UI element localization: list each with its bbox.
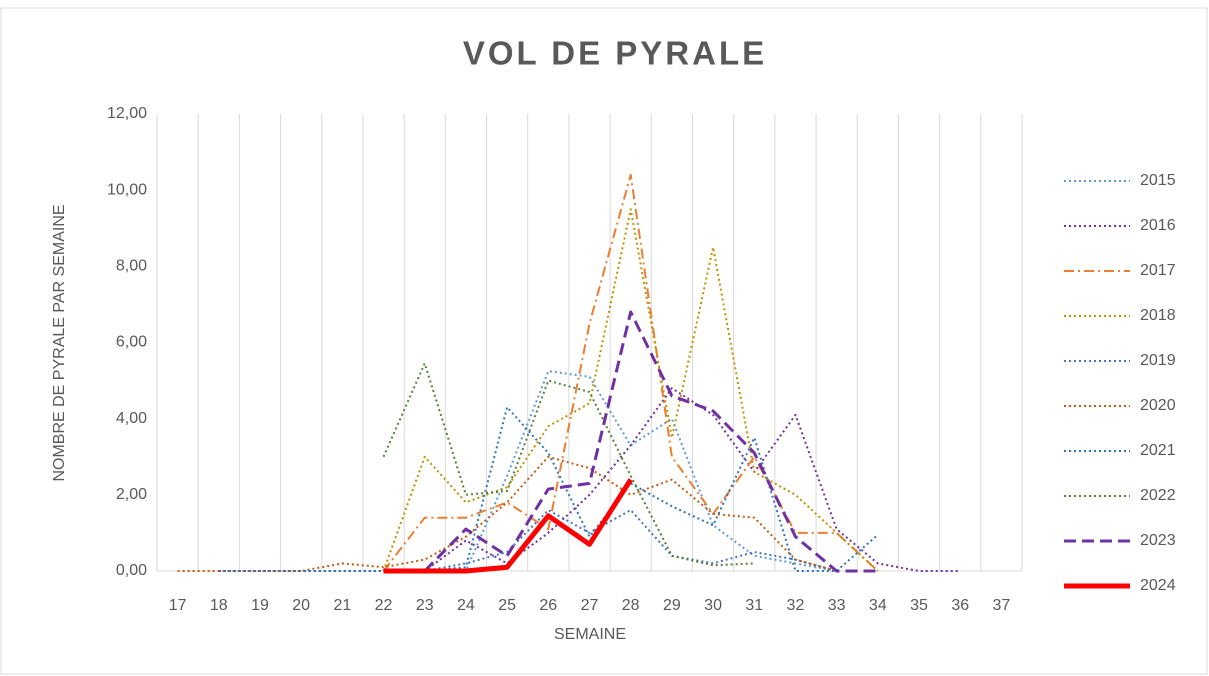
x-tick-label: 35	[910, 597, 928, 614]
x-tick-label: 32	[787, 597, 805, 614]
y-axis-title: NOMBRE DE PYRALE PAR SEMAINE	[51, 204, 68, 481]
x-tick-label: 31	[745, 597, 763, 614]
legend-label: 2020	[1140, 397, 1176, 414]
legend-label: 2022	[1140, 487, 1176, 504]
series-line	[382, 173, 879, 572]
legend-label: 2015	[1140, 172, 1176, 189]
series-line	[382, 208, 879, 572]
x-tick-label: 25	[498, 597, 516, 614]
y-tick-label: 6,00	[116, 334, 147, 351]
chart-frame	[0, 7, 1208, 675]
legend-label: 2017	[1140, 262, 1176, 279]
y-tick-label: 4,00	[116, 410, 147, 427]
x-tick-label: 34	[869, 597, 887, 614]
y-tick-label: 2,00	[116, 486, 147, 503]
x-tick-label: 27	[581, 597, 599, 614]
legend-label: 2021	[1140, 442, 1176, 459]
legend-label: 2016	[1140, 217, 1176, 234]
y-tick-label: 8,00	[116, 258, 147, 275]
legend-label: 2024	[1140, 577, 1176, 594]
x-tick-label: 33	[828, 597, 846, 614]
x-tick-label: 18	[210, 597, 228, 614]
x-axis-title: SEMAINE	[554, 626, 626, 643]
x-tick-label: 17	[169, 597, 187, 614]
series-line	[423, 310, 878, 573]
x-tick-label: 20	[292, 597, 310, 614]
x-tick-label: 29	[663, 597, 681, 614]
series-line	[218, 387, 961, 572]
y-tick-label: 12,00	[107, 105, 147, 122]
legend-label: 2023	[1140, 532, 1176, 549]
series-line	[383, 478, 633, 574]
series-line	[382, 362, 755, 567]
x-tick-label: 21	[333, 597, 351, 614]
chart-title: VOL DE PYRALE	[463, 35, 767, 72]
x-tick-label: 30	[704, 597, 722, 614]
legend-label: 2019	[1140, 352, 1176, 369]
x-tick-label: 37	[993, 597, 1011, 614]
x-tick-label: 28	[622, 597, 640, 614]
x-tick-label: 24	[457, 597, 475, 614]
legend-label: 2018	[1140, 307, 1176, 324]
x-tick-label: 22	[375, 597, 393, 614]
x-tick-label: 36	[951, 597, 969, 614]
x-tick-label: 19	[251, 597, 269, 614]
x-tick-label: 23	[416, 597, 434, 614]
x-tick-label: 26	[539, 597, 557, 614]
y-tick-label: 0,00	[116, 562, 147, 579]
y-tick-label: 10,00	[107, 181, 147, 198]
